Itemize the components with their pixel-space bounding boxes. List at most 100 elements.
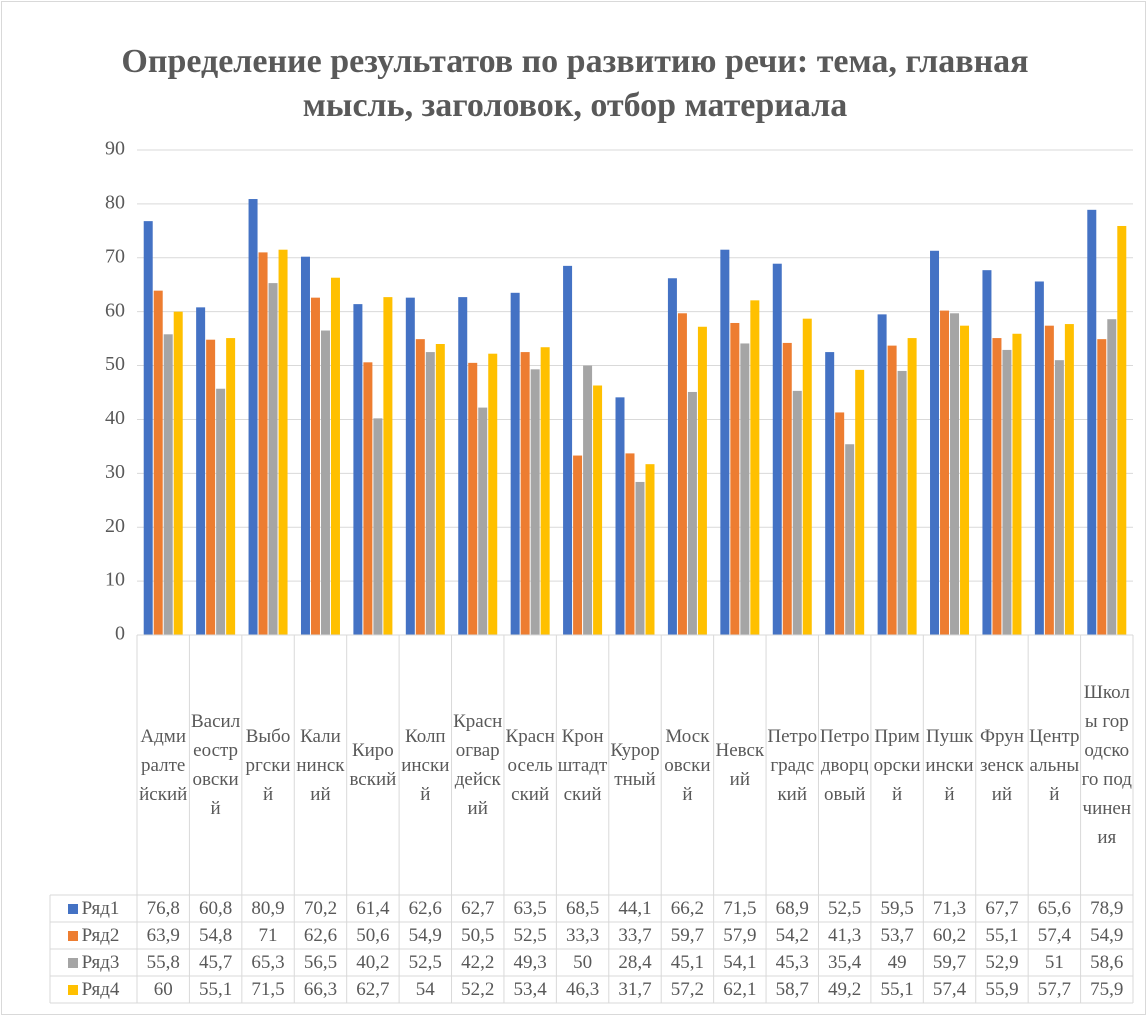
bar: [1087, 209, 1097, 636]
bar: [750, 300, 760, 635]
bar: [677, 313, 687, 635]
data-label: 52,2: [461, 979, 495, 1000]
bar: [645, 464, 655, 635]
data-label: 55,1: [880, 979, 914, 1000]
bar: [258, 252, 268, 635]
data-label: 49,2: [828, 979, 862, 1000]
x-tick-label: Пушкинский: [925, 725, 974, 805]
data-label: 62,6: [408, 898, 442, 919]
data-label: 57,7: [1037, 979, 1071, 1000]
x-tick-label: Кронштадтский: [557, 725, 608, 805]
x-tick-label: Адмиралтейский: [139, 725, 188, 805]
data-label: 45,3: [775, 952, 809, 973]
bar: [855, 369, 865, 635]
y-tick-label: 30: [105, 461, 125, 483]
bar: [320, 330, 330, 635]
bar: [982, 270, 992, 635]
bar: [563, 265, 573, 635]
chart-title: Определение результатов по развитию речи…: [121, 43, 1029, 124]
x-tick-label: Центральный: [1029, 725, 1080, 805]
bar: [206, 339, 216, 635]
bar: [583, 365, 593, 635]
bar: [330, 277, 340, 635]
bar: [1107, 319, 1117, 635]
bar: [950, 313, 960, 635]
data-label: 57,2: [670, 979, 705, 1000]
legend-entry: Ряд1: [50, 895, 137, 922]
bar: [992, 338, 1002, 635]
data-label: 75,9: [1090, 979, 1124, 1000]
data-label: 60: [153, 979, 173, 1000]
bar: [825, 352, 835, 635]
bar: [353, 304, 363, 635]
data-label: 44,1: [618, 898, 652, 919]
bar: [877, 314, 887, 635]
bar: [667, 278, 677, 635]
x-tick-label: Красногвардейский: [453, 711, 503, 819]
data-label: 31,7: [618, 979, 652, 1000]
data-label: 54,2: [775, 925, 809, 946]
bar: [268, 283, 278, 635]
bar: [1064, 324, 1074, 635]
bar: [488, 353, 498, 635]
bar: [615, 397, 625, 635]
bar: [478, 407, 488, 635]
y-tick-label: 0: [115, 623, 125, 645]
bar: [415, 339, 425, 635]
bar: [1034, 281, 1044, 635]
bar: [593, 385, 603, 635]
data-label: 50: [573, 952, 593, 973]
bar: [1044, 325, 1054, 635]
data-label: 80,9: [251, 898, 285, 919]
x-tick-label: Фрунзенский: [979, 725, 1024, 805]
data-label: 54,9: [1090, 925, 1124, 946]
legend-label: Ряд2: [81, 925, 120, 946]
data-label: 71: [258, 925, 278, 946]
data-label: 59,7: [670, 925, 705, 946]
data-label: 71,5: [251, 979, 285, 1000]
data-label: 52,5: [513, 925, 547, 946]
bar: [720, 249, 730, 635]
bar: [573, 455, 583, 635]
bar: [1002, 349, 1012, 635]
data-label: 57,9: [723, 925, 757, 946]
data-label: 62,1: [723, 979, 757, 1000]
bar: [1054, 360, 1064, 635]
data-label: 50,5: [461, 925, 495, 946]
legend-label: Ряд3: [81, 952, 120, 973]
bar: [163, 334, 173, 635]
data-label: 33,3: [565, 925, 600, 946]
data-label: 67,7: [985, 898, 1019, 919]
data-label: 57,4: [932, 979, 967, 1000]
data-label: 54,8: [198, 925, 233, 946]
bar: [226, 338, 236, 635]
bar: [687, 391, 697, 635]
data-label: 59,5: [880, 898, 914, 919]
data-label: 71,3: [932, 898, 967, 919]
data-label: 50,6: [356, 925, 390, 946]
data-label: 46,3: [565, 979, 600, 1000]
bar: [363, 362, 373, 635]
data-label: 62,6: [303, 925, 338, 946]
bar: [468, 362, 478, 635]
bar: [278, 249, 288, 635]
data-label: 41,3: [828, 925, 862, 946]
x-tick-label: Красносельский: [505, 725, 555, 805]
data-label: 76,8: [146, 898, 180, 919]
data-label: 53,7: [880, 925, 914, 946]
legend-entry: Ряд4: [50, 976, 137, 1003]
bar: [897, 370, 907, 635]
x-tick-label: Приморский: [873, 725, 921, 805]
y-tick-label: 50: [105, 353, 125, 375]
data-label: 55,9: [985, 979, 1019, 1000]
data-label: 60,8: [198, 898, 233, 919]
data-label: 68,9: [775, 898, 809, 919]
data-label: 78,9: [1090, 898, 1124, 919]
data-label: 57,4: [1037, 925, 1071, 946]
data-label: 52,5: [408, 952, 442, 973]
data-label: 68,5: [565, 898, 600, 919]
x-tick-label: Петродворцовый: [819, 725, 870, 805]
data-label: 70,2: [303, 898, 338, 919]
